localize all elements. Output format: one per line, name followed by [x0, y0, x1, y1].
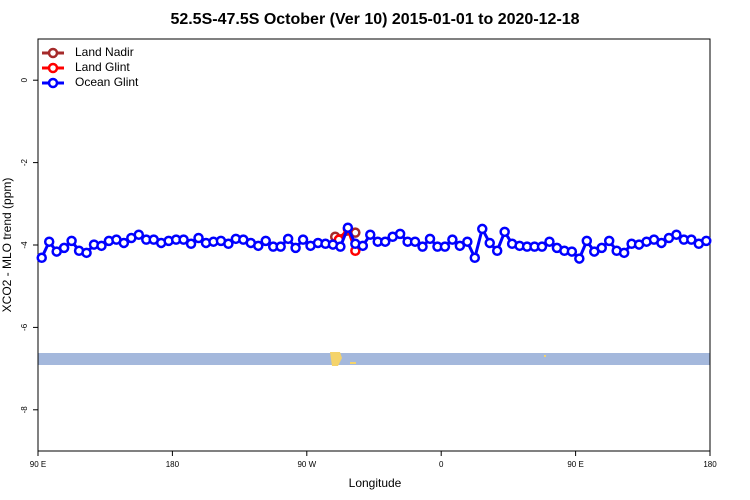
point — [133, 229, 145, 240]
legend-label: Land Glint — [75, 60, 130, 74]
point — [297, 234, 309, 245]
y-tick-label: -6 — [20, 323, 29, 331]
point — [253, 240, 264, 252]
point — [484, 237, 495, 249]
point — [581, 235, 593, 247]
y-axis-label: XCO2 - MLO trend (ppm) — [0, 178, 14, 313]
point — [81, 247, 92, 259]
point — [409, 236, 421, 247]
point — [335, 241, 346, 252]
point — [618, 247, 630, 259]
point — [357, 240, 369, 252]
point — [43, 236, 55, 247]
point — [223, 238, 234, 250]
x-tick-label: 90 E — [30, 460, 46, 469]
x-tick-label: 90 W — [297, 460, 316, 469]
point — [439, 241, 451, 252]
point — [447, 234, 458, 245]
y-tick-label: -2 — [20, 158, 29, 166]
point — [365, 229, 376, 240]
x-tick-label: 0 — [439, 460, 444, 469]
point — [66, 235, 77, 247]
point — [671, 229, 682, 240]
point — [499, 226, 510, 238]
point — [260, 235, 271, 247]
point — [462, 236, 473, 247]
x-tick-label: 180 — [703, 460, 717, 469]
point — [469, 252, 481, 264]
point — [185, 238, 197, 250]
point — [686, 234, 697, 245]
point — [193, 232, 204, 244]
y-tick-label: -4 — [20, 241, 29, 249]
point — [379, 236, 391, 247]
point — [282, 233, 294, 245]
point — [536, 241, 548, 252]
point — [417, 241, 428, 252]
point — [342, 222, 354, 233]
legend-label: Ocean Glint — [75, 75, 139, 89]
point — [477, 223, 488, 235]
point — [574, 253, 585, 264]
point — [424, 233, 436, 245]
y-tick-label: -8 — [20, 406, 29, 414]
point — [96, 240, 107, 252]
x-tick-label: 180 — [166, 460, 180, 469]
point — [290, 242, 301, 254]
point — [394, 228, 406, 240]
point — [454, 240, 466, 252]
point — [491, 245, 503, 257]
map-strip — [38, 352, 710, 366]
legend-marker — [47, 77, 59, 89]
point — [275, 241, 286, 252]
point — [603, 235, 615, 247]
legend-marker — [47, 47, 59, 59]
point — [58, 242, 70, 254]
chart-title: 52.5S-47.5S October (Ver 10) 2015-01-01 … — [170, 11, 579, 28]
x-tick-label: 90 E — [567, 460, 583, 469]
point — [596, 242, 607, 254]
point — [118, 237, 130, 249]
point — [36, 252, 47, 264]
point — [656, 237, 667, 249]
point — [701, 235, 712, 247]
x-axis-label: Longitude — [349, 476, 402, 490]
point — [544, 236, 555, 247]
point — [178, 234, 189, 245]
legend-marker — [47, 62, 59, 74]
point — [566, 246, 578, 257]
y-tick-label: 0 — [20, 77, 29, 82]
legend-label: Land Nadir — [75, 45, 134, 59]
